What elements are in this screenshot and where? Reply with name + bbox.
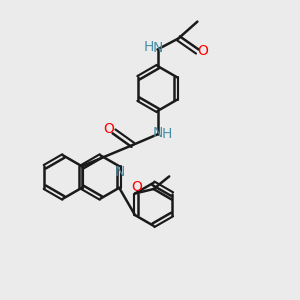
Text: O: O xyxy=(103,122,114,136)
Text: N: N xyxy=(153,126,163,140)
Text: N: N xyxy=(114,165,125,178)
Text: H: H xyxy=(162,127,172,141)
Text: O: O xyxy=(131,180,142,194)
Text: H: H xyxy=(144,40,154,54)
Text: O: O xyxy=(197,44,208,58)
Text: N: N xyxy=(153,41,163,55)
